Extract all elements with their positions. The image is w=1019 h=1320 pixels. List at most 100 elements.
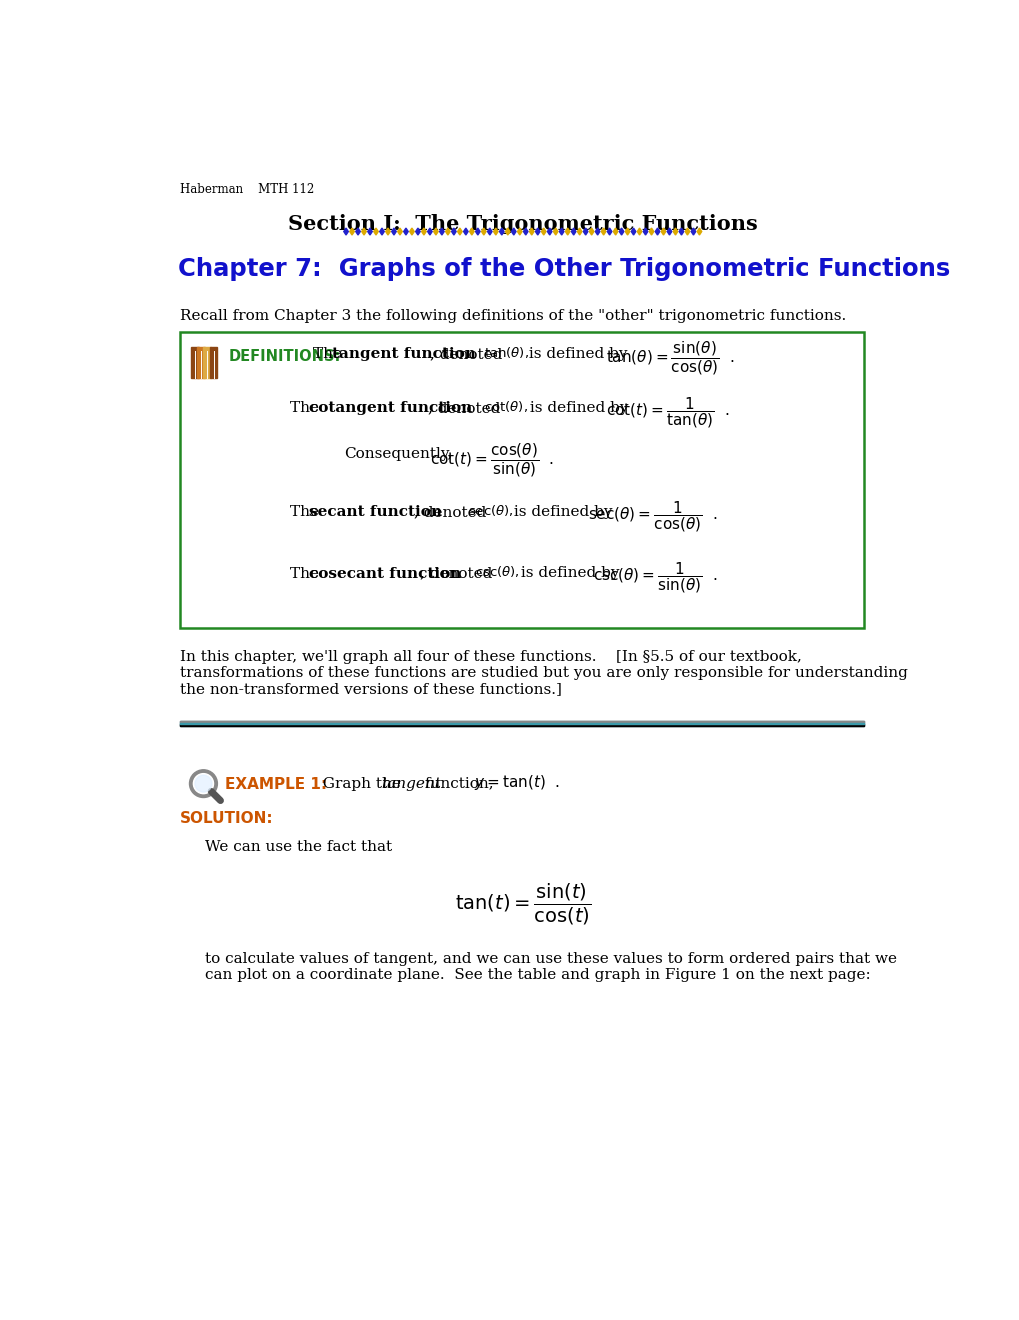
Polygon shape: [637, 228, 641, 235]
Polygon shape: [571, 228, 576, 235]
Text: $\mathrm{cot}(\theta),$: $\mathrm{cot}(\theta),$: [484, 399, 528, 413]
Text: , denoted: , denoted: [414, 506, 486, 519]
Bar: [203, 347, 211, 378]
Text: EXAMPLE 1:: EXAMPLE 1:: [225, 776, 327, 792]
Polygon shape: [612, 228, 618, 235]
Polygon shape: [625, 228, 629, 235]
Text: Recall from Chapter 3 the following definitions of the "other" trigonometric fun: Recall from Chapter 3 the following defi…: [180, 309, 846, 323]
Bar: [191, 347, 199, 378]
Text: $\mathrm{csc}(\theta),$: $\mathrm{csc}(\theta),$: [474, 564, 519, 579]
Text: The: The: [290, 566, 324, 581]
Bar: [210, 347, 217, 378]
Polygon shape: [451, 228, 455, 235]
Text: transformations of these functions are studied but you are only responsible for : transformations of these functions are s…: [180, 665, 907, 680]
Polygon shape: [368, 228, 372, 235]
Text: can plot on a coordinate plane.  See the table and graph in Figure 1 on the next: can plot on a coordinate plane. See the …: [205, 968, 870, 982]
Polygon shape: [487, 228, 491, 235]
Text: The: The: [290, 401, 324, 414]
Polygon shape: [481, 228, 486, 235]
Text: We can use the fact that: We can use the fact that: [205, 840, 391, 854]
Polygon shape: [558, 228, 564, 235]
Polygon shape: [517, 228, 522, 235]
Polygon shape: [433, 228, 438, 235]
Polygon shape: [439, 228, 443, 235]
Text: Consequently,: Consequently,: [344, 447, 452, 461]
Text: In this chapter, we'll graph all four of these functions.    [In §5.5 of our tex: In this chapter, we'll graph all four of…: [180, 649, 801, 664]
Polygon shape: [404, 228, 408, 235]
Text: , denoted: , denoted: [420, 566, 492, 581]
Text: $\mathrm{sec}(\theta) = \dfrac{1}{\cos(\theta)}$  .: $\mathrm{sec}(\theta) = \dfrac{1}{\cos(\…: [587, 499, 716, 533]
Polygon shape: [535, 228, 539, 235]
Polygon shape: [643, 228, 647, 235]
Polygon shape: [619, 228, 624, 235]
Text: The: The: [313, 347, 347, 362]
Text: tangent: tangent: [380, 776, 440, 791]
Polygon shape: [427, 228, 432, 235]
Polygon shape: [421, 228, 426, 235]
Text: , denoted: , denoted: [429, 347, 501, 362]
Polygon shape: [475, 228, 480, 235]
Polygon shape: [660, 228, 665, 235]
Text: is defined by: is defined by: [516, 566, 619, 581]
Text: to calculate values of tangent, and we can use these values to form ordered pair: to calculate values of tangent, and we c…: [205, 952, 896, 965]
Text: $\tan(t) = \dfrac{\sin(t)}{\cos(t)}$: $\tan(t) = \dfrac{\sin(t)}{\cos(t)}$: [454, 882, 590, 927]
Polygon shape: [697, 228, 701, 235]
Polygon shape: [499, 228, 503, 235]
Text: Section I:  The Trigonometric Functions: Section I: The Trigonometric Functions: [287, 214, 757, 234]
Polygon shape: [577, 228, 582, 235]
Polygon shape: [583, 228, 587, 235]
Polygon shape: [385, 228, 390, 235]
Polygon shape: [595, 228, 599, 235]
Polygon shape: [666, 228, 672, 235]
Text: is defined by: is defined by: [525, 401, 628, 414]
Polygon shape: [350, 228, 354, 235]
Polygon shape: [343, 228, 347, 235]
Polygon shape: [511, 228, 516, 235]
Text: $y = \tan(t)$  .: $y = \tan(t)$ .: [474, 774, 559, 792]
Text: the non-transformed versions of these functions.]: the non-transformed versions of these fu…: [180, 682, 561, 696]
Polygon shape: [397, 228, 401, 235]
Polygon shape: [685, 228, 689, 235]
Polygon shape: [547, 228, 551, 235]
Polygon shape: [379, 228, 384, 235]
Text: is defined by: is defined by: [508, 506, 611, 519]
Text: Haberman    MTH 112: Haberman MTH 112: [180, 183, 314, 197]
Polygon shape: [541, 228, 545, 235]
Text: cosecant function: cosecant function: [309, 566, 461, 581]
Polygon shape: [493, 228, 497, 235]
Text: $\mathrm{csc}(\theta) = \dfrac{1}{\sin(\theta)}$  .: $\mathrm{csc}(\theta) = \dfrac{1}{\sin(\…: [593, 561, 717, 595]
Polygon shape: [362, 228, 366, 235]
Text: $\mathrm{sec}(\theta),$: $\mathrm{sec}(\theta),$: [468, 503, 514, 517]
Bar: [180, 721, 863, 726]
Polygon shape: [553, 228, 557, 235]
Polygon shape: [445, 228, 449, 235]
Text: The: The: [290, 506, 324, 519]
Text: is defined by: is defined by: [524, 347, 627, 362]
Polygon shape: [691, 228, 695, 235]
Polygon shape: [673, 228, 677, 235]
Circle shape: [195, 775, 212, 792]
Bar: [197, 347, 205, 378]
Text: cotangent function: cotangent function: [309, 401, 472, 414]
Text: DEFINITIONS:: DEFINITIONS:: [228, 348, 340, 363]
Text: Chapter 7:  Graphs of the Other Trigonometric Functions: Chapter 7: Graphs of the Other Trigonome…: [177, 257, 949, 281]
Polygon shape: [356, 228, 360, 235]
Polygon shape: [654, 228, 659, 235]
FancyBboxPatch shape: [180, 331, 863, 628]
Text: secant function: secant function: [309, 506, 441, 519]
Polygon shape: [410, 228, 414, 235]
Text: $\mathrm{cot}(t) = \dfrac{1}{\mathrm{tan}(\theta)}$  .: $\mathrm{cot}(t) = \dfrac{1}{\mathrm{tan…: [605, 395, 729, 429]
Polygon shape: [606, 228, 611, 235]
Bar: [180, 723, 863, 725]
Polygon shape: [523, 228, 528, 235]
Text: tangent function: tangent function: [332, 347, 476, 362]
Text: $\mathrm{cot}(t) = \dfrac{\cos(\theta)}{\sin(\theta)}$  .: $\mathrm{cot}(t) = \dfrac{\cos(\theta)}{…: [429, 441, 553, 479]
Polygon shape: [505, 228, 510, 235]
Polygon shape: [458, 228, 462, 235]
Text: SOLUTION:: SOLUTION:: [180, 812, 273, 826]
Polygon shape: [529, 228, 534, 235]
Polygon shape: [391, 228, 395, 235]
Text: Graph the: Graph the: [313, 776, 406, 791]
Polygon shape: [416, 228, 420, 235]
Polygon shape: [469, 228, 474, 235]
